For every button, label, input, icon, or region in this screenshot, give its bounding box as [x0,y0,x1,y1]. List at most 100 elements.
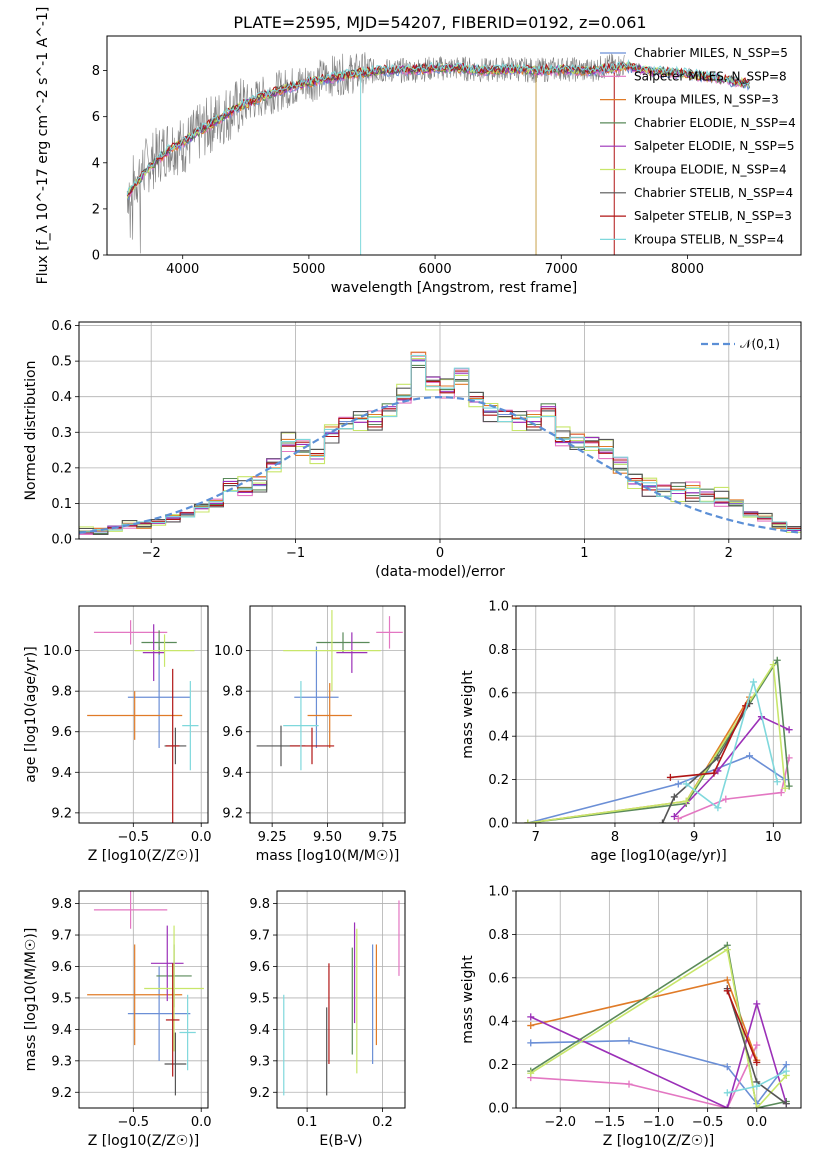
legend-label: Chabrier STELIB, N_SSP=4 [634,186,793,200]
model-spectrum-series [126,58,750,196]
x-tick-label: 5000 [292,262,325,277]
series-marker [753,1000,761,1008]
series-marker [527,1039,535,1047]
x-tick-label: 10 [765,830,782,845]
y-tick-label: 0.5 [51,355,72,370]
series-marker [674,780,682,788]
y-tick-label: 0 [92,249,100,264]
x-tick-label: 9.25 [258,830,287,845]
y-tick-label: 0.4 [51,390,72,405]
axes-weight-vs-age: 7 8 9 10 0.0 0.2 0.4 0.6 0.8 1.0 age [log10(age/yr… [460,600,802,864]
series-marker [753,1104,761,1108]
series-marker [682,797,690,805]
series-marker [782,1100,790,1108]
legend-label: Salpeter ELODIE, N_SSP=5 [634,139,795,153]
x-tick-label: 9.75 [368,830,397,845]
axes-mass-vs-Z: −0.5 0.0 9.2 9.3 9.4 9.5 9.6 9.7 9.8 Z [log10(Z/Z… [23,890,212,1149]
axes-frame [276,890,406,1109]
y-axis-label: mass [log10(M/M☉)] [23,928,39,1072]
y-tick-label: 9.8 [51,897,72,912]
series-marker [670,793,678,801]
x-axis-label: Z [log10(Z/Z☉)] [88,848,200,864]
x-tick-label: −1.5 [594,1115,626,1130]
legend-label: 𝒩(0,1) [740,337,780,351]
y-tick-label: 9.3 [249,1054,270,1069]
axes-age-vs-mass: 9.25 9.50 9.75 9.2 9.4 9.6 9.8 10.0 mass [log10(… [214,605,406,864]
y-tick-label: 0.8 [488,643,509,658]
series-marker [722,795,730,803]
x-tick-label: 0.1 [297,1115,318,1130]
series-marker [723,1104,731,1108]
x-axis-label: age [log10(age/yr)] [590,848,726,864]
series-marker [674,815,682,823]
series-line [527,662,786,823]
axes-weight-vs-Z: −2.0 −1.5 −1.0 −0.5 0.0 0.0 0.2 0.4 0.6 0.8 1.0 Z [… [460,885,802,1149]
legend-label: Salpeter STELIB, N_SSP=3 [634,209,792,223]
y-tick-label: 9.3 [51,1054,72,1069]
legend-label: Kroupa MILES, N_SSP=3 [634,93,779,107]
series-marker [782,1067,790,1075]
x-tick-label: 2 [725,546,733,561]
y-tick-label: 9.7 [51,929,72,944]
y-tick-label: 10.0 [43,644,72,659]
y-tick-label: 1.0 [488,885,509,900]
legend-label: Kroupa STELIB, N_SSP=4 [634,232,784,246]
series-marker [723,1063,731,1071]
axes-mass-vs-ebv: 0.1 0.2 9.2 9.3 9.4 9.5 9.6 9.7 9.8 E(B-V) [249,890,406,1149]
y-tick-label: 0.2 [488,773,509,788]
x-tick-label: −1 [286,546,305,561]
series-marker [527,1022,535,1030]
y-tick-label: 9.6 [51,960,72,975]
series-line [527,657,790,823]
series-marker [723,987,731,995]
y-tick-label: 9.8 [51,685,72,700]
axes-age-vs-Z: −0.5 0.0 9.2 9.4 9.6 9.8 10.0 Z [log10(Z/Z☉)] ag… [23,605,212,864]
series-marker [527,1013,535,1021]
series-marker [750,678,757,686]
y-tick-label: 0.2 [51,461,72,476]
y-tick-label: 9.6 [222,725,243,740]
y-tick-label: 8 [92,64,100,79]
y-axis-label: Flux [f_λ 10^-17 erg cm^-2 s^-1 A^-1] [35,7,51,285]
y-tick-label: 0.0 [488,817,509,832]
series-line [673,715,790,818]
y-tick-label: 9.4 [51,766,72,781]
axes-frame [249,605,406,824]
x-tick-label: 6000 [419,262,452,277]
x-tick-label: 7 [532,830,540,845]
y-tick-label: 9.2 [51,1086,72,1101]
y-tick-label: 9.8 [249,897,270,912]
y-tick-label: 9.5 [249,991,270,1006]
legend-label: Kroupa ELODIE, N_SSP=4 [634,163,787,177]
y-tick-label: 9.4 [222,766,243,781]
y-tick-label: 0.6 [488,686,509,701]
y-tick-label: 9.2 [51,806,72,821]
x-tick-label: −0.5 [118,1115,150,1130]
axes-frame [78,321,802,540]
series-marker [773,656,781,664]
series-marker [782,1061,790,1069]
series-marker [773,778,781,786]
y-tick-label: 6 [92,110,100,125]
series-line [530,1000,788,1108]
y-tick-label: 0.4 [488,730,509,745]
axes-frame [78,605,209,824]
y-tick-label: 9.4 [249,1023,270,1038]
x-tick-label: 4000 [166,262,199,277]
series-marker [527,1069,535,1077]
y-tick-label: 0.4 [488,1015,509,1030]
series-marker [746,752,754,760]
y-tick-label: 9.6 [51,725,72,740]
axes-frame [106,35,802,256]
x-tick-label: −0.5 [692,1115,724,1130]
axes-frame [515,605,802,824]
series-marker [781,784,789,792]
x-tick-label: 8000 [671,262,704,277]
series-line [530,1044,758,1108]
series-marker [723,946,731,954]
series-marker [777,789,785,797]
series-marker [658,819,666,823]
series-line [530,948,787,1108]
y-tick-label: 4 [92,156,100,171]
